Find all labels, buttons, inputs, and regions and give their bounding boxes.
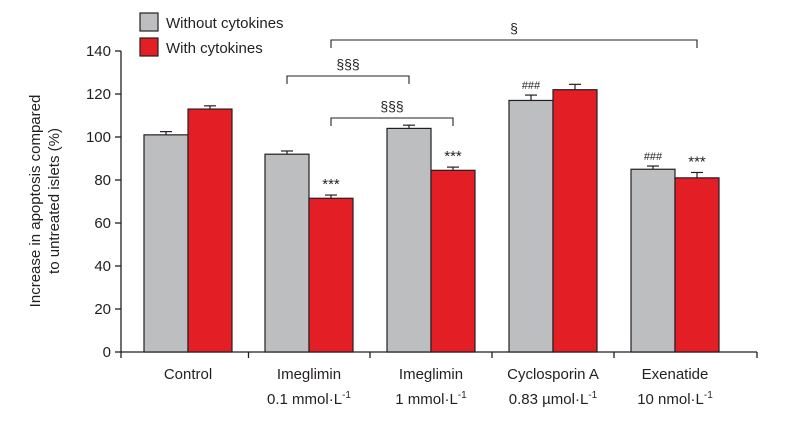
y-axis-label: Increase in apoptosis compared to untreat… [27,95,63,308]
y-tick-label: 120 [86,86,111,103]
comparison-bracket [286,75,410,84]
y-axis-label-line: Increase in apoptosis compared [27,95,44,308]
bar-with-cytokines [187,108,233,353]
y-tick-label: 60 [94,215,111,232]
y-axis: 0 20 40 60 80 100 120 140 [86,43,122,361]
y-tick-label: 80 [94,172,111,189]
x-tick-sublabel: 10 nmol·L-1 [637,390,713,408]
bracket-label: §§§ [336,56,359,72]
x-tick-sublabel-text: 1 mmol·L [395,391,458,408]
y-tick-label: 0 [103,344,111,361]
significance-mark: ### [644,151,663,163]
x-tick-label: Exenatide [642,366,709,383]
comparison-bracket [330,39,698,48]
legend: Without cytokines With cytokines [139,12,284,57]
bar-without-cytokines [630,168,676,353]
significance-annotations: ******###### ***§§§§§§§ [286,20,706,193]
x-tick-sublabel-superscript: -1 [342,390,351,401]
x-tick-sublabel-superscript: -1 [588,390,597,401]
y-tick-label: 100 [86,129,111,146]
bar-with-cytokines [430,169,476,353]
y-axis-label-line: to untreated islets (%) [46,128,63,274]
x-tick-sublabel-text: 0.1 mmol·L [267,391,342,408]
x-tick-label: Imeglimin [399,366,463,383]
significance-mark: *** [688,153,706,170]
y-tick-label: 140 [86,43,111,60]
comparison-bracket [330,117,454,126]
y-tick-label: 20 [94,301,111,318]
bars [143,83,720,353]
x-tick-sublabel: 0.1 mmol·L-1 [267,390,351,408]
legend-label: With cytokines [166,40,263,57]
legend-swatch-without-cytokines [139,12,159,32]
significance-mark: *** [444,148,462,165]
x-tick-sublabel-text: 0.83 µmol·L [509,391,589,408]
x-tick-sublabel: 1 mmol·L-1 [395,390,467,408]
x-tick-sublabel: 0.83 µmol·L-1 [509,390,598,408]
y-tick-label: 40 [94,258,111,275]
legend-swatch-with-cytokines [139,37,159,57]
bracket-label: § [510,20,518,36]
bar-with-cytokines [308,197,354,353]
x-tick-label: Imeglimin [277,366,341,383]
significance-mark: ### [522,80,541,92]
x-tick-sublabel-text: 10 nmol·L [637,391,704,408]
bracket-label: §§§ [380,98,403,114]
bar-without-cytokines [386,127,432,353]
bar-without-cytokines [143,134,189,353]
significance-mark: *** [322,176,340,193]
x-tick-label: Cyclosporin A [507,366,599,383]
x-tick-label: Control [164,366,212,383]
x-tick-sublabel-superscript: -1 [458,390,467,401]
bar-with-cytokines [674,177,720,353]
legend-label: Without cytokines [166,15,284,32]
x-tick-sublabel-superscript: -1 [704,390,713,401]
bar-without-cytokines [508,99,554,353]
bar-with-cytokines [552,89,598,353]
bar-without-cytokines [264,153,310,353]
